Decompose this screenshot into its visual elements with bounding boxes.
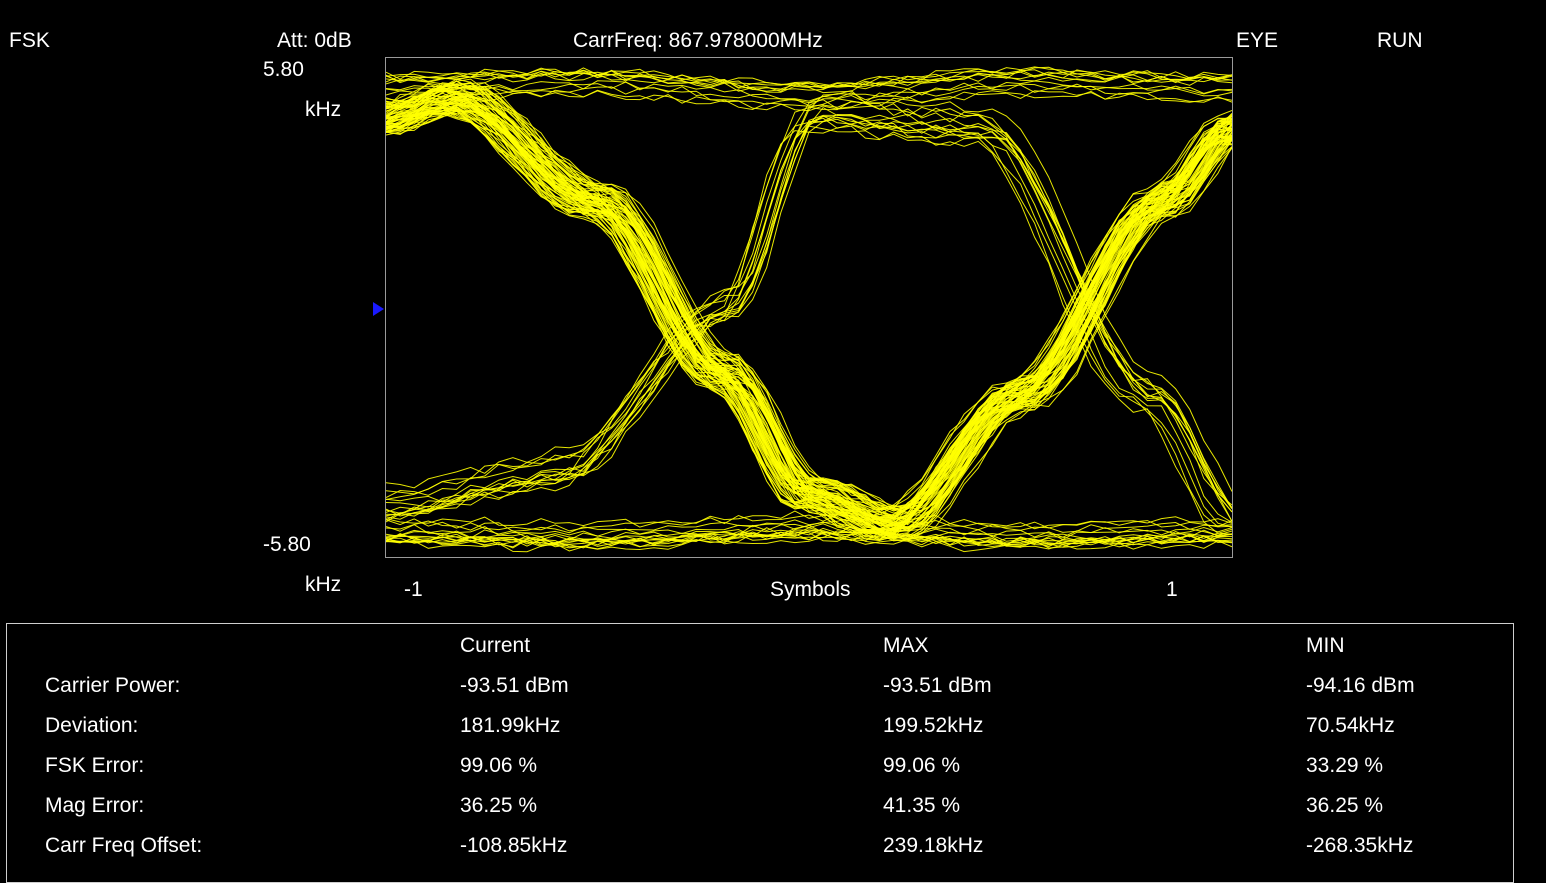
row-label-fsk-error: FSK Error: <box>45 754 145 777</box>
fsk-error-current: 99.06 % <box>460 754 538 777</box>
results-table: Current MAX MIN Carrier Power: -93.51 dB… <box>6 623 1514 883</box>
eye-trace-series-2 <box>386 66 1232 88</box>
deviation-min: 70.54kHz <box>1306 714 1395 737</box>
x-axis-label: Symbols <box>770 578 851 601</box>
eye-trace-series-0 <box>386 100 1232 530</box>
eye-trace-series-0 <box>386 109 1232 540</box>
reference-marker-icon <box>373 302 384 316</box>
eye-trace-series-3 <box>386 517 1232 534</box>
y-axis-unit-bottom: kHz <box>305 573 342 596</box>
eye-trace-series-0 <box>386 106 1232 541</box>
eye-trace-series-0 <box>386 109 1232 538</box>
carr-freq-offset-current: -108.85kHz <box>460 834 568 857</box>
header-max: MAX <box>883 634 929 657</box>
eye-trace-series-0 <box>386 95 1232 527</box>
eye-trace-series-1 <box>386 113 1232 509</box>
eye-trace-series-2 <box>386 69 1232 89</box>
deviation-max: 199.52kHz <box>883 714 984 737</box>
row-label-carrier-power: Carrier Power: <box>45 674 181 697</box>
carrier-power-current: -93.51 dBm <box>460 674 569 697</box>
carrier-power-min: -94.16 dBm <box>1306 674 1415 697</box>
eye-trace-series-3 <box>386 536 1232 553</box>
x-axis-max-label: 1 <box>1166 578 1178 601</box>
eye-trace-series-0 <box>386 110 1232 535</box>
eye-trace-series-1 <box>386 115 1232 522</box>
eye-trace-series-1 <box>386 125 1232 528</box>
run-state-label: RUN <box>1377 29 1423 52</box>
eye-trace-series-3 <box>386 510 1232 529</box>
eye-trace-series-1 <box>386 116 1232 523</box>
eye-trace-series-0 <box>386 109 1232 539</box>
view-mode-label: EYE <box>1236 29 1279 52</box>
eye-trace-series-0 <box>386 112 1232 541</box>
eye-trace-series-1 <box>386 98 1232 506</box>
eye-trace-series-1 <box>386 106 1232 510</box>
eye-trace-series-1 <box>386 117 1232 528</box>
eye-trace-series-0 <box>386 80 1232 511</box>
row-label-carr-freq-offset: Carr Freq Offset: <box>45 834 203 857</box>
row-label-mag-error: Mag Error: <box>45 794 145 817</box>
eye-trace-series-0 <box>386 104 1232 531</box>
attenuation-label: Att: 0dB <box>277 29 352 52</box>
header-min: MIN <box>1306 634 1345 657</box>
mag-error-max: 41.35 % <box>883 794 961 817</box>
eye-trace-series-2 <box>386 71 1232 91</box>
eye-trace-series-2 <box>386 81 1232 104</box>
eye-trace-series-1 <box>386 125 1232 534</box>
eye-trace-series-2 <box>386 90 1232 112</box>
eye-trace-series-0 <box>386 110 1232 541</box>
eye-trace-series-0 <box>386 105 1232 540</box>
eye-trace-series-3 <box>386 527 1232 546</box>
eye-trace-series-1 <box>386 118 1232 522</box>
carrier-power-max: -93.51 dBm <box>883 674 992 697</box>
deviation-current: 181.99kHz <box>460 714 561 737</box>
fsk-error-min: 33.29 % <box>1306 754 1384 777</box>
mag-error-min: 36.25 % <box>1306 794 1384 817</box>
row-label-deviation: Deviation: <box>45 714 139 737</box>
header-current: Current <box>460 634 531 657</box>
eye-trace-series-0 <box>386 109 1232 540</box>
eye-trace-series-3 <box>386 532 1232 548</box>
mag-error-current: 36.25 % <box>460 794 538 817</box>
y-axis-unit-top: kHz <box>305 98 342 121</box>
eye-trace-series-2 <box>386 80 1232 102</box>
eye-diagram-plot <box>385 57 1233 558</box>
y-axis-min-label: -5.80 <box>263 533 311 556</box>
carrier-frequency-label: CarrFreq: 867.978000MHz <box>573 29 823 52</box>
x-axis-min-label: -1 <box>404 578 423 601</box>
fsk-error-max: 99.06 % <box>883 754 961 777</box>
carr-freq-offset-min: -268.35kHz <box>1306 834 1414 857</box>
eye-trace-series-0 <box>386 93 1232 523</box>
eye-trace-series-3 <box>386 527 1232 546</box>
y-axis-max-label: 5.80 <box>263 58 304 81</box>
eye-diagram-svg <box>386 66 1232 553</box>
carr-freq-offset-max: 239.18kHz <box>883 834 984 857</box>
eye-trace-series-2 <box>386 70 1232 92</box>
eye-trace-series-3 <box>386 530 1232 547</box>
eye-trace-series-0 <box>386 98 1232 532</box>
mode-label: FSK <box>9 29 50 52</box>
eye-trace-series-2 <box>386 69 1232 92</box>
eye-trace-series-0 <box>386 106 1232 534</box>
